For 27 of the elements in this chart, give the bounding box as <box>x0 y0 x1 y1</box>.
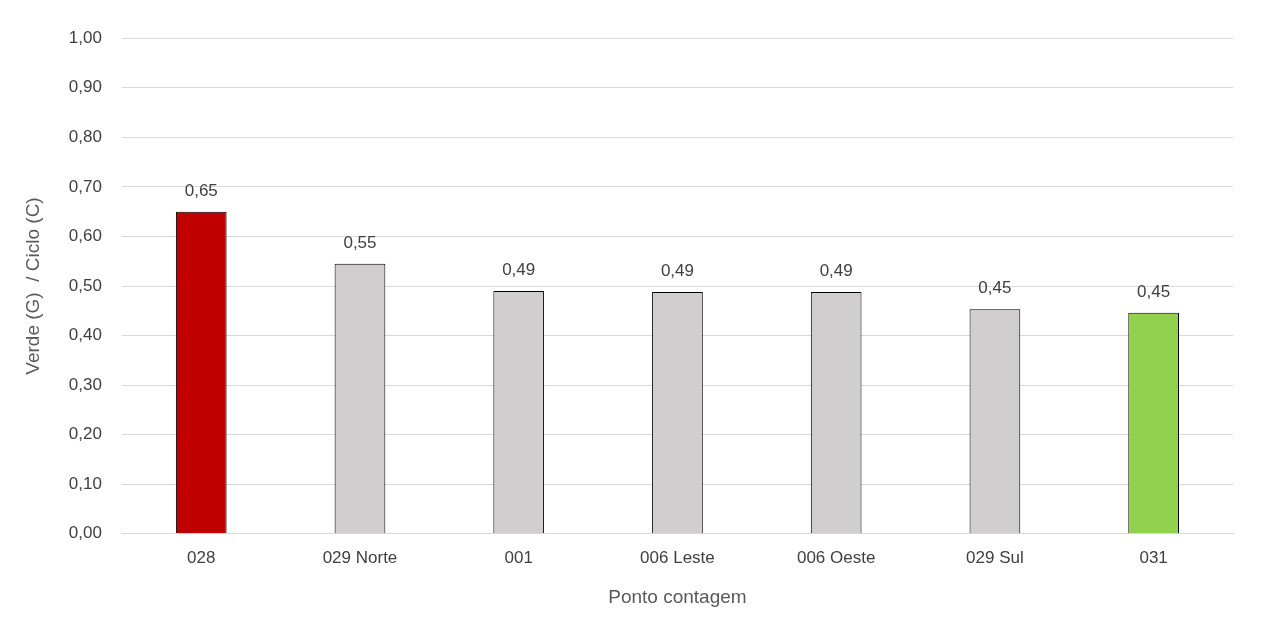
y-tick-label: 1,00 <box>68 27 102 47</box>
y-tick-label: 0,00 <box>68 523 102 543</box>
data-label: 0,49 <box>502 260 536 280</box>
y-tick-label: 0,50 <box>68 275 102 295</box>
x-tick-label: 031 <box>1139 547 1168 567</box>
data-label: 0,45 <box>978 278 1012 298</box>
x-tick-label: 006 Leste <box>640 547 715 567</box>
data-label: 0,49 <box>819 261 853 281</box>
x-axis-title: Ponto contagem <box>608 585 747 607</box>
x-tick-label: 006 Oeste <box>796 547 876 567</box>
data-label: 0,55 <box>343 232 377 252</box>
y-tick-label: 0,40 <box>68 325 102 345</box>
y-tick-label: 0,20 <box>68 424 102 444</box>
y-tick-label: 0,30 <box>68 374 102 394</box>
y-axis-title: Verde (G) / Ciclo (C) <box>21 197 43 375</box>
y-tick-label: 0,80 <box>68 127 102 147</box>
data-label: 0,65 <box>184 180 218 200</box>
y-tick-label: 0,70 <box>68 176 102 196</box>
data-label: 0,49 <box>660 261 694 281</box>
y-tick-label: 0,90 <box>68 77 102 97</box>
x-tick-label: 029 Norte <box>322 547 398 567</box>
x-tick-label: 001 <box>504 547 533 567</box>
data-label: 0,45 <box>1137 281 1171 301</box>
y-tick-label: 0,10 <box>68 473 102 493</box>
x-tick-label: 029 Sul <box>966 547 1024 567</box>
y-tick-label: 0,60 <box>68 226 102 246</box>
x-tick-label: 028 <box>187 547 216 567</box>
